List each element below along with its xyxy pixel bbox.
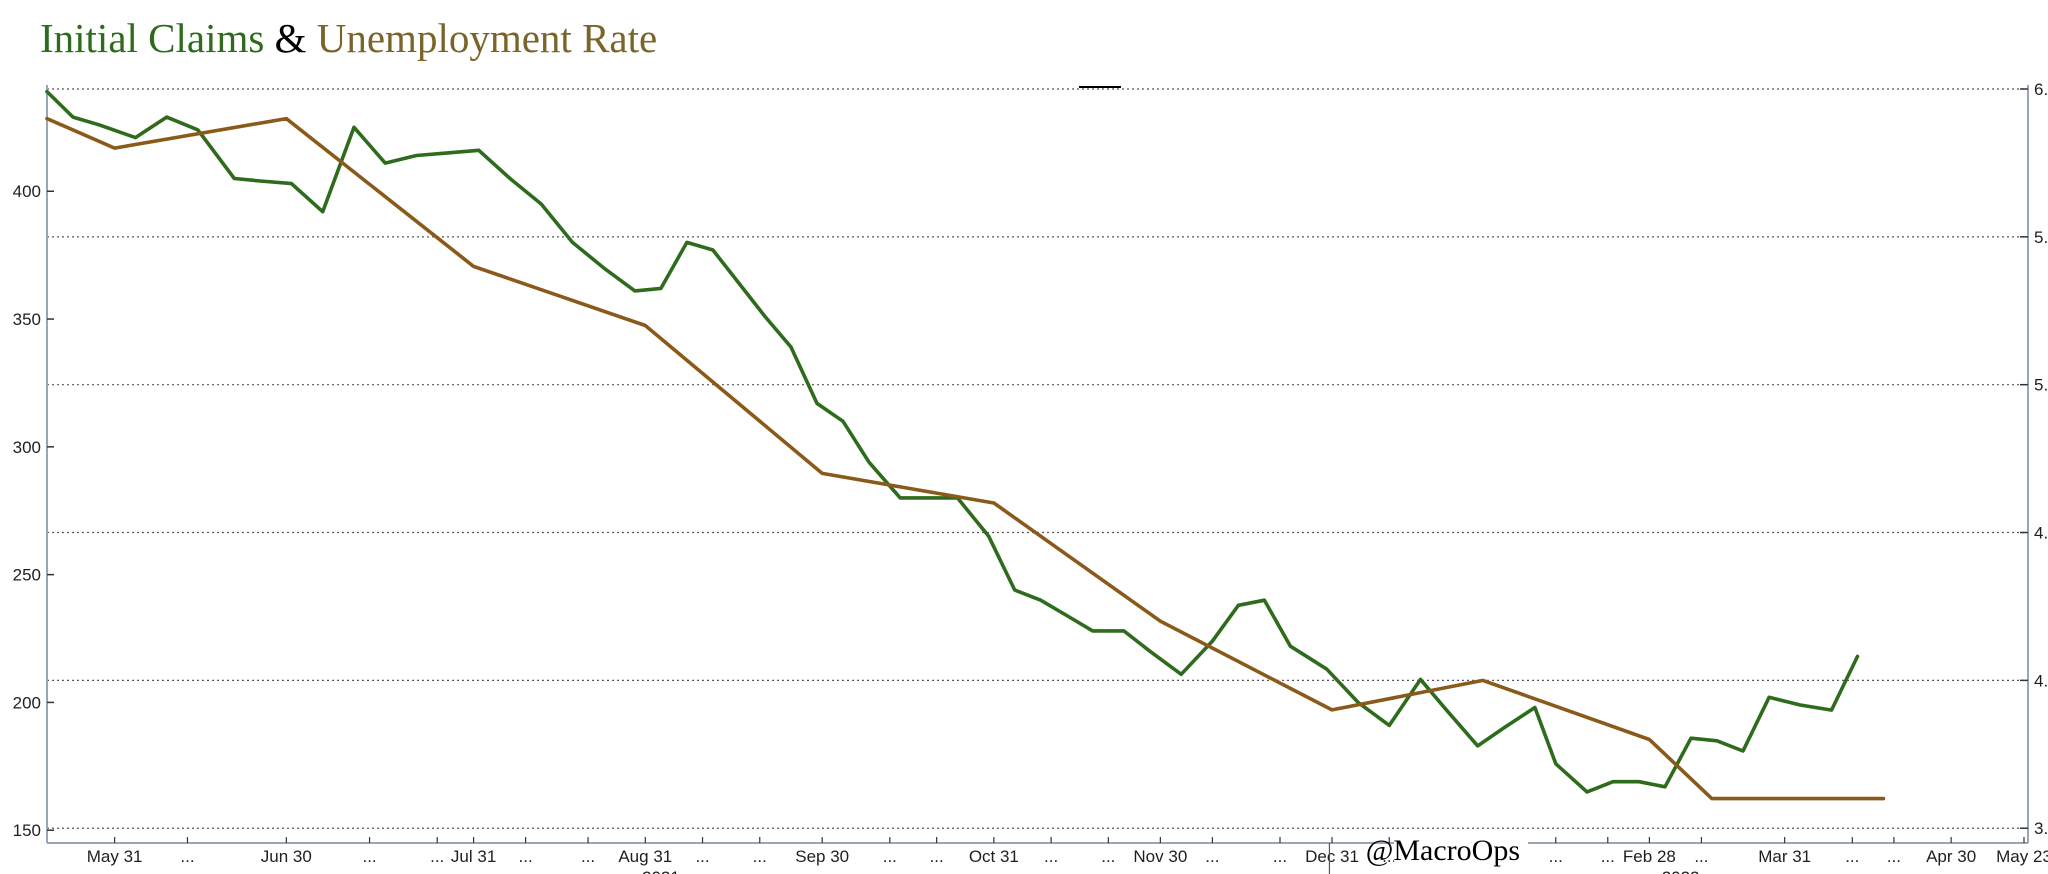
year-label: 2022: [1662, 868, 1700, 874]
watermark-box: [1394, 832, 1528, 868]
grid-layer: [47, 88, 2028, 829]
x-tick-label: ...: [180, 847, 194, 866]
unemployment-rate-line: [45, 116, 1886, 801]
x-tick-label: ...: [1273, 847, 1287, 866]
x-tick-label: ...: [753, 847, 767, 866]
x-tick-label: ...: [1601, 847, 1615, 866]
initial-claims-line: [45, 89, 1860, 794]
left-tick-label: 350: [13, 310, 41, 329]
x-tick-label: Jun 30: [261, 847, 312, 866]
x-tick-label: ...: [362, 847, 376, 866]
right-tick-label: 5.5: [2034, 228, 2048, 247]
title-ampersand: &: [274, 15, 307, 61]
right-tick-label: 6.0: [2034, 80, 2048, 99]
x-tick-label: Feb 28: [1623, 847, 1676, 866]
title-rate: Unemployment Rate: [316, 15, 658, 61]
left-tick-label: 300: [13, 438, 41, 457]
x-tick-label: ...: [695, 847, 709, 866]
x-tick-label: Nov 30: [1133, 847, 1187, 866]
x-tick-label: Sep 30: [795, 847, 849, 866]
year-label: 2021: [642, 868, 680, 874]
x-tick-label: Aug 31: [618, 847, 672, 866]
watermark: @MacroOps: [1366, 834, 1520, 867]
x-tick-label: ...: [1205, 847, 1219, 866]
right-tick-label: 5.0: [2034, 376, 2048, 395]
x-tick-label: ...: [930, 847, 944, 866]
x-tick-label: ...: [1549, 847, 1563, 866]
x-tick-label: May 23: [1996, 847, 2048, 866]
x-tick-label: ...: [1845, 847, 1859, 866]
x-tick-label: ...: [1694, 847, 1708, 866]
right-tick-label: 4.0: [2034, 671, 2048, 690]
x-tick-label: Mar 31: [1758, 847, 1811, 866]
x-tick-label: Apr 30: [1926, 847, 1976, 866]
x-tick-label: Dec 31: [1305, 847, 1359, 866]
left-tick-label: 150: [13, 821, 41, 840]
title-claims: Initial Claims: [40, 15, 265, 61]
left-tick-label: 400: [13, 182, 41, 201]
x-tick-label: ...: [1887, 847, 1901, 866]
series-layer: [45, 89, 1886, 801]
axis-layer: 150 200 250 300 350 400 3.5 4.0 4.5 5.0 5.5 6.0 May …: [13, 80, 2048, 874]
x-tick-label: ...: [1101, 847, 1115, 866]
chart-title: Initial Claims & Unemployment Rate: [40, 14, 657, 62]
x-tick-label: Oct 31: [969, 847, 1019, 866]
x-tick-label: Jul 31: [451, 847, 496, 866]
x-tick-label: ...: [1382, 847, 1396, 866]
left-tick-label: 200: [13, 693, 41, 712]
right-tick-label: 4.5: [2034, 524, 2048, 543]
x-tick-label: ...: [883, 847, 897, 866]
x-tick-label: May 31: [87, 847, 143, 866]
x-tick-label: ...: [430, 847, 444, 866]
x-tick-label: ...: [1044, 847, 1058, 866]
x-tick-label: ...: [581, 847, 595, 866]
x-tick-label: ...: [519, 847, 533, 866]
right-tick-label: 3.5: [2034, 819, 2048, 838]
left-tick-label: 250: [13, 566, 41, 585]
